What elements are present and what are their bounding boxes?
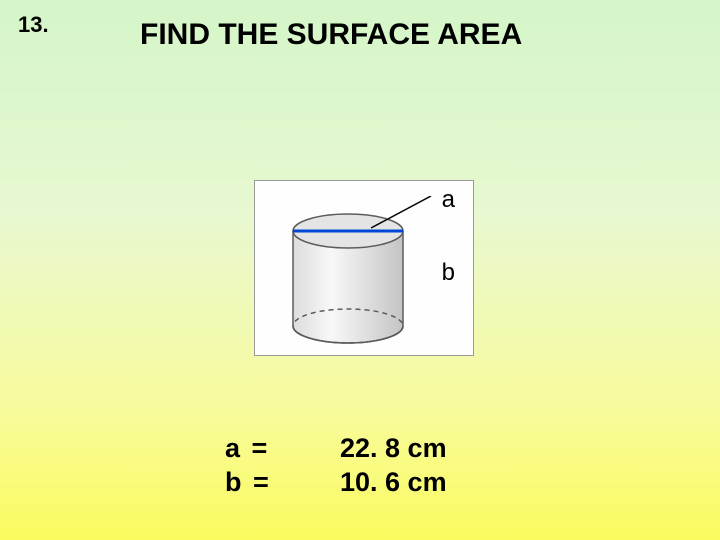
cylinder-shape [273, 196, 433, 351]
cylinder-diagram: a b [254, 180, 474, 356]
given-values: a = 22. 8 cm b = 10. 6 cm [225, 432, 447, 500]
value-row-b: b = 10. 6 cm [225, 466, 447, 500]
label-b: b [442, 259, 455, 287]
label-a: a [442, 186, 455, 214]
value-row-a: a = 22. 8 cm [225, 432, 447, 466]
page-title: FIND THE SURFACE AREA [140, 18, 522, 52]
question-number: 13. [18, 12, 49, 38]
var-a: a = [225, 432, 340, 466]
val-a: 22. 8 cm [340, 432, 447, 466]
var-b: b = [225, 466, 340, 500]
val-b: 10. 6 cm [340, 466, 447, 500]
